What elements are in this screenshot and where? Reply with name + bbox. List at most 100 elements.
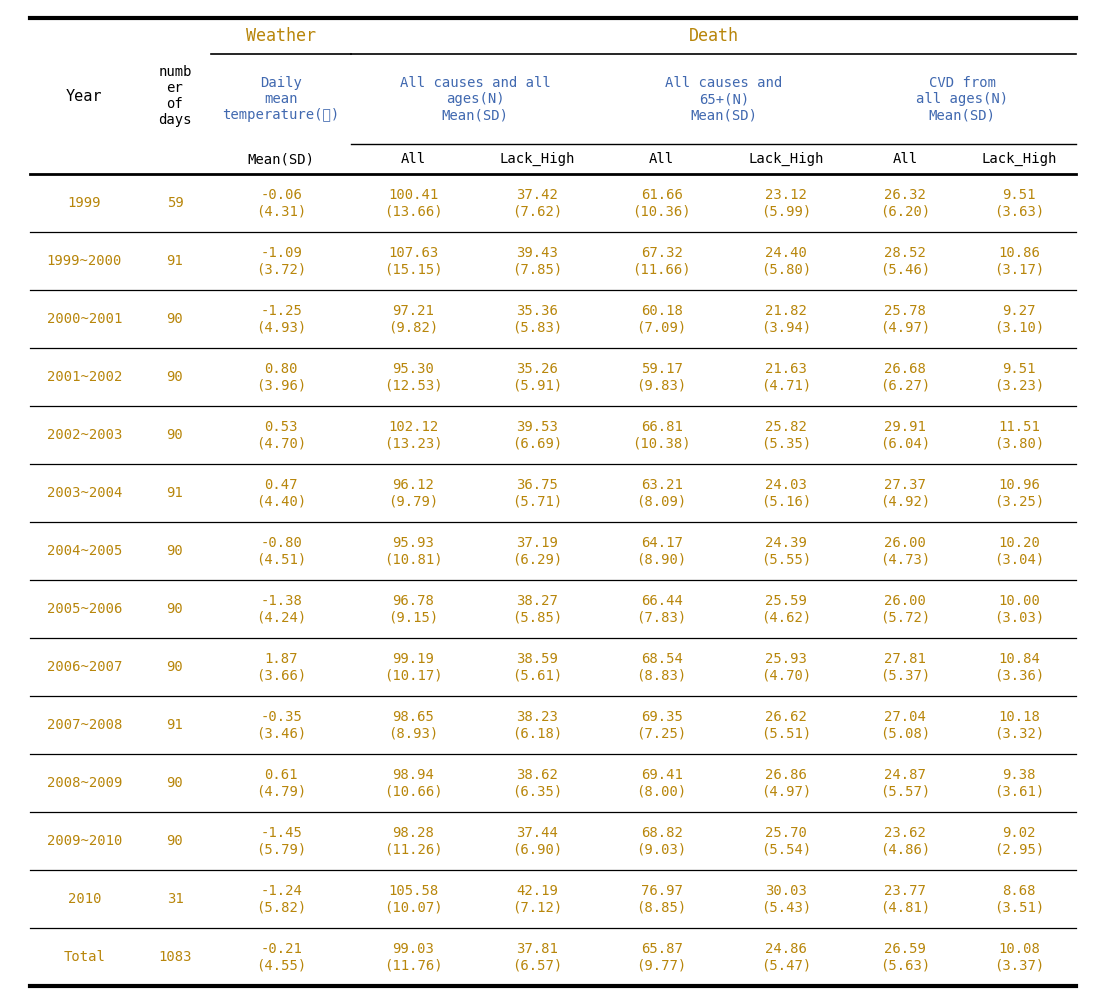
Text: 24.87
(5.57): 24.87 (5.57) [880, 768, 930, 798]
Text: 2000~2001: 2000~2001 [46, 312, 122, 326]
Text: 2010: 2010 [67, 892, 101, 906]
Text: 59: 59 [167, 196, 184, 210]
Text: numb
er
of
days: numb er of days [158, 65, 191, 127]
Text: 38.23
(6.18): 38.23 (6.18) [512, 710, 563, 740]
Text: All causes and
65+(N)
Mean(SD): All causes and 65+(N) Mean(SD) [665, 76, 783, 123]
Text: 90: 90 [167, 370, 184, 384]
Text: 26.68
(6.27): 26.68 (6.27) [880, 362, 930, 392]
Text: CVD from
all ages(N)
Mean(SD): CVD from all ages(N) Mean(SD) [916, 76, 1009, 123]
Text: 60.18
(7.09): 60.18 (7.09) [637, 304, 687, 334]
Text: 8.68
(3.51): 8.68 (3.51) [994, 883, 1044, 914]
Text: 24.03
(5.16): 24.03 (5.16) [761, 478, 811, 508]
Text: 90: 90 [167, 602, 184, 616]
Text: 95.30
(12.53): 95.30 (12.53) [384, 362, 442, 392]
Text: 0.53
(4.70): 0.53 (4.70) [255, 420, 306, 450]
Text: 26.86
(4.97): 26.86 (4.97) [761, 768, 811, 798]
Text: 37.44
(6.90): 37.44 (6.90) [512, 826, 563, 857]
Text: 2002~2003: 2002~2003 [46, 428, 122, 442]
Text: 105.58
(10.07): 105.58 (10.07) [384, 883, 442, 914]
Text: 2003~2004: 2003~2004 [46, 486, 122, 500]
Text: 9.51
(3.63): 9.51 (3.63) [994, 188, 1044, 218]
Text: 24.86
(5.47): 24.86 (5.47) [761, 942, 811, 972]
Text: -1.09
(3.72): -1.09 (3.72) [255, 246, 306, 276]
Text: All: All [649, 152, 675, 166]
Text: 90: 90 [167, 834, 184, 848]
Text: 68.54
(8.83): 68.54 (8.83) [637, 652, 687, 682]
Text: 25.59
(4.62): 25.59 (4.62) [761, 594, 811, 624]
Text: -0.21
(4.55): -0.21 (4.55) [255, 942, 306, 972]
Text: 21.63
(4.71): 21.63 (4.71) [761, 362, 811, 392]
Text: Total: Total [63, 950, 105, 964]
Text: Lack_High: Lack_High [749, 152, 824, 166]
Text: 2005~2006: 2005~2006 [46, 602, 122, 616]
Text: 90: 90 [167, 660, 184, 674]
Text: 61.66
(10.36): 61.66 (10.36) [633, 188, 691, 218]
Text: 98.28
(11.26): 98.28 (11.26) [384, 826, 442, 857]
Text: 59.17
(9.83): 59.17 (9.83) [637, 362, 687, 392]
Text: 25.78
(4.97): 25.78 (4.97) [880, 304, 930, 334]
Text: 23.77
(4.81): 23.77 (4.81) [880, 883, 930, 914]
Text: 90: 90 [167, 544, 184, 558]
Text: Death: Death [689, 27, 739, 45]
Text: -1.24
(5.82): -1.24 (5.82) [255, 883, 306, 914]
Text: 31: 31 [167, 892, 184, 906]
Text: 24.39
(5.55): 24.39 (5.55) [761, 536, 811, 566]
Text: -1.25
(4.93): -1.25 (4.93) [255, 304, 306, 334]
Text: Lack_High: Lack_High [500, 152, 575, 166]
Text: 10.18
(3.32): 10.18 (3.32) [994, 710, 1044, 740]
Text: Lack_High: Lack_High [981, 152, 1056, 166]
Text: 91: 91 [167, 486, 184, 500]
Text: 37.19
(6.29): 37.19 (6.29) [512, 536, 563, 566]
Text: 90: 90 [167, 776, 184, 790]
Text: 25.82
(5.35): 25.82 (5.35) [761, 420, 811, 450]
Text: 27.04
(5.08): 27.04 (5.08) [880, 710, 930, 740]
Text: 11.51
(3.80): 11.51 (3.80) [994, 420, 1044, 450]
Text: 38.59
(5.61): 38.59 (5.61) [512, 652, 563, 682]
Text: 10.96
(3.25): 10.96 (3.25) [994, 478, 1044, 508]
Text: 23.12
(5.99): 23.12 (5.99) [761, 188, 811, 218]
Text: 42.19
(7.12): 42.19 (7.12) [512, 883, 563, 914]
Text: 38.62
(6.35): 38.62 (6.35) [512, 768, 563, 798]
Text: 26.59
(5.63): 26.59 (5.63) [880, 942, 930, 972]
Text: 91: 91 [167, 718, 184, 732]
Text: Year: Year [66, 89, 103, 104]
Text: 37.42
(7.62): 37.42 (7.62) [512, 188, 563, 218]
Text: 26.00
(4.73): 26.00 (4.73) [880, 536, 930, 566]
Text: 2006~2007: 2006~2007 [46, 660, 122, 674]
Text: 10.08
(3.37): 10.08 (3.37) [994, 942, 1044, 972]
Text: 10.00
(3.03): 10.00 (3.03) [994, 594, 1044, 624]
Text: 90: 90 [167, 312, 184, 326]
Text: 107.63
(15.15): 107.63 (15.15) [384, 246, 442, 276]
Text: 63.21
(8.09): 63.21 (8.09) [637, 478, 687, 508]
Text: 9.38
(3.61): 9.38 (3.61) [994, 768, 1044, 798]
Text: All causes and all
ages(N)
Mean(SD): All causes and all ages(N) Mean(SD) [400, 76, 551, 123]
Text: -0.35
(3.46): -0.35 (3.46) [255, 710, 306, 740]
Text: 30.03
(5.43): 30.03 (5.43) [761, 883, 811, 914]
Text: 9.51
(3.23): 9.51 (3.23) [994, 362, 1044, 392]
Text: All: All [400, 152, 426, 166]
Text: 9.02
(2.95): 9.02 (2.95) [994, 826, 1044, 857]
Text: 36.75
(5.71): 36.75 (5.71) [512, 478, 563, 508]
Text: 35.36
(5.83): 35.36 (5.83) [512, 304, 563, 334]
Text: 99.19
(10.17): 99.19 (10.17) [384, 652, 442, 682]
Text: 25.93
(4.70): 25.93 (4.70) [761, 652, 811, 682]
Text: 1999: 1999 [67, 196, 101, 210]
Text: 25.70
(5.54): 25.70 (5.54) [761, 826, 811, 857]
Text: 39.53
(6.69): 39.53 (6.69) [512, 420, 563, 450]
Text: 9.27
(3.10): 9.27 (3.10) [994, 304, 1044, 334]
Text: 0.61
(4.79): 0.61 (4.79) [255, 768, 306, 798]
Text: 26.62
(5.51): 26.62 (5.51) [761, 710, 811, 740]
Text: 65.87
(9.77): 65.87 (9.77) [637, 942, 687, 972]
Text: -1.45
(5.79): -1.45 (5.79) [255, 826, 306, 857]
Text: 96.78
(9.15): 96.78 (9.15) [388, 594, 438, 624]
Text: 2004~2005: 2004~2005 [46, 544, 122, 558]
Text: 1.87
(3.66): 1.87 (3.66) [255, 652, 306, 682]
Text: 28.52
(5.46): 28.52 (5.46) [880, 246, 930, 276]
Text: 68.82
(9.03): 68.82 (9.03) [637, 826, 687, 857]
Text: 91: 91 [167, 254, 184, 268]
Text: 26.00
(5.72): 26.00 (5.72) [880, 594, 930, 624]
Text: 35.26
(5.91): 35.26 (5.91) [512, 362, 563, 392]
Text: 24.40
(5.80): 24.40 (5.80) [761, 246, 811, 276]
Text: 37.81
(6.57): 37.81 (6.57) [512, 942, 563, 972]
Text: 2009~2010: 2009~2010 [46, 834, 122, 848]
